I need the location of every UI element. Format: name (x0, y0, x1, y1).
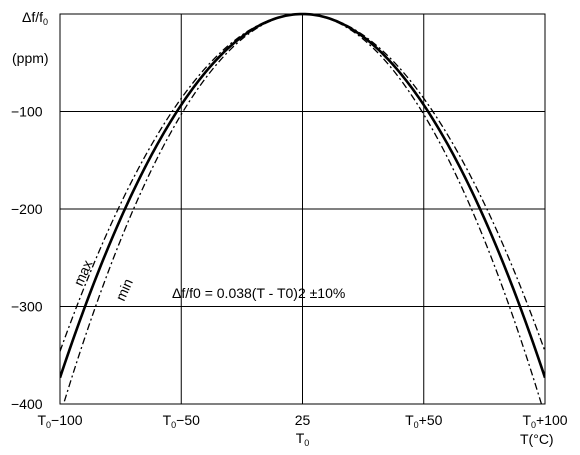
series-label-max: max (70, 258, 95, 289)
x-tick-label-1: T0−50 (163, 412, 201, 430)
y-tick-label-3: −400 (11, 396, 43, 412)
grid (60, 14, 545, 404)
x-tick-label-4: T0+100 (522, 412, 567, 430)
y-tick-label-2: −300 (11, 299, 43, 315)
series-line-nominal (60, 12, 545, 379)
x-tick-label-2: 25 (295, 412, 311, 428)
y-axis-unit: (ppm) (12, 50, 49, 66)
y-axis-label: Δf/f0 (22, 9, 48, 27)
series-group (60, 12, 545, 404)
y-tick-labels: −100 −200 −300 −400 (11, 104, 43, 413)
x-tick-labels: T0−100 T0−50 25 T0+50 T0+100 T0 (37, 412, 567, 448)
y-tick-label-1: −200 (11, 201, 43, 217)
x-tick-label-0: T0−100 (37, 412, 82, 430)
series-line-max (60, 13, 545, 352)
x-axis-label: T(°C) (520, 431, 554, 447)
equation-annotation: Δf/f0 = 0.038(T - T0)2 ±10% (172, 285, 345, 301)
y-tick-label-0: −100 (11, 104, 43, 120)
series-label-min: min (112, 276, 136, 303)
series-line-min (62, 13, 543, 404)
x-center-sublabel: T0 (296, 430, 310, 448)
x-tick-label-3: T0+50 (405, 412, 443, 430)
